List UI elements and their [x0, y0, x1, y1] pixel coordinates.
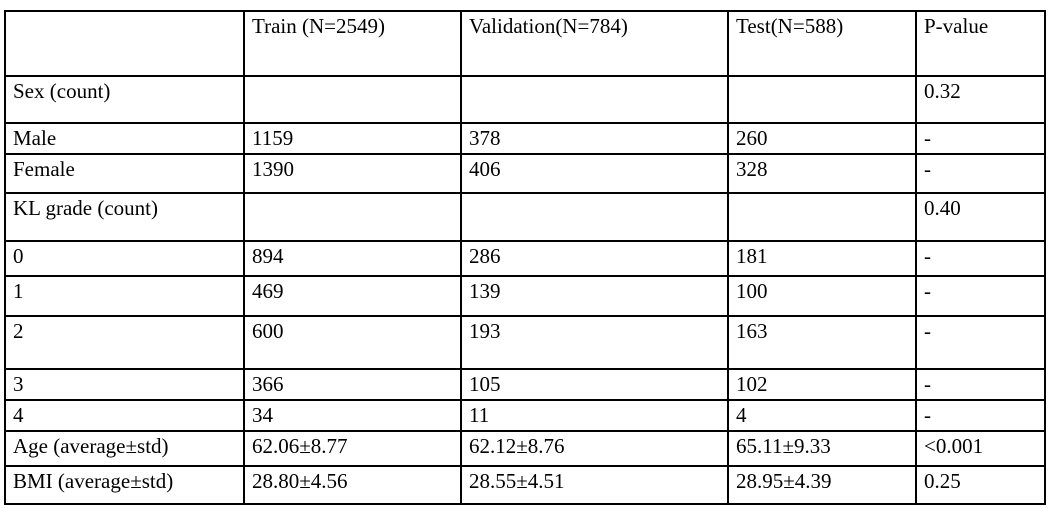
test-cell: 4: [727, 399, 917, 432]
header-test: Test(N=588): [727, 10, 917, 77]
row-kl-3: 3 366 105 102 -: [4, 368, 1046, 401]
test-cell: 100: [727, 275, 917, 317]
row-label: 0: [4, 240, 245, 277]
row-label: 3: [4, 368, 245, 401]
validation-cell: 105: [460, 368, 729, 401]
train-cell: [243, 192, 462, 242]
train-cell: 894: [243, 240, 462, 277]
test-cell: 65.11±9.33: [727, 430, 917, 467]
row-kl-2: 2 600 193 163 -: [4, 315, 1046, 370]
p-value-cell: 0.32: [915, 75, 1046, 124]
validation-cell: 62.12±8.76: [460, 430, 729, 467]
row-label: Age (average±std): [4, 430, 245, 467]
train-cell: 366: [243, 368, 462, 401]
p-value-cell: -: [915, 315, 1046, 370]
row-female: Female 1390 406 328 -: [4, 153, 1046, 194]
row-label: Female: [4, 153, 245, 194]
test-cell: 28.95±4.39: [727, 465, 917, 505]
row-male: Male 1159 378 260 -: [4, 122, 1046, 155]
row-label: Male: [4, 122, 245, 155]
train-cell: 469: [243, 275, 462, 317]
p-value-cell: -: [915, 153, 1046, 194]
test-cell: 163: [727, 315, 917, 370]
test-cell: 181: [727, 240, 917, 277]
p-value-cell: -: [915, 275, 1046, 317]
p-value-cell: 0.40: [915, 192, 1046, 242]
p-value-cell: -: [915, 368, 1046, 401]
validation-cell: 11: [460, 399, 729, 432]
header-p-value: P-value: [915, 10, 1046, 77]
row-kl-0: 0 894 286 181 -: [4, 240, 1046, 277]
row-bmi: BMI (average±std) 28.80±4.56 28.55±4.51 …: [4, 465, 1046, 505]
validation-cell: 139: [460, 275, 729, 317]
validation-cell: 193: [460, 315, 729, 370]
p-value-cell: -: [915, 399, 1046, 432]
validation-cell: 406: [460, 153, 729, 194]
row-label: 2: [4, 315, 245, 370]
train-cell: 28.80±4.56: [243, 465, 462, 505]
train-cell: 600: [243, 315, 462, 370]
validation-cell: 28.55±4.51: [460, 465, 729, 505]
p-value-cell: <0.001: [915, 430, 1046, 467]
header-row: Train (N=2549) Validation(N=784) Test(N=…: [4, 10, 1046, 77]
train-cell: 1390: [243, 153, 462, 194]
row-kl-grade: KL grade (count) 0.40: [4, 192, 1046, 242]
row-label: 4: [4, 399, 245, 432]
header-train: Train (N=2549): [243, 10, 462, 77]
row-label: KL grade (count): [4, 192, 245, 242]
train-cell: 62.06±8.77: [243, 430, 462, 467]
validation-cell: 378: [460, 122, 729, 155]
test-cell: 328: [727, 153, 917, 194]
header-validation: Validation(N=784): [460, 10, 729, 77]
train-cell: 1159: [243, 122, 462, 155]
row-kl-4: 4 34 11 4 -: [4, 399, 1046, 432]
p-value-cell: -: [915, 122, 1046, 155]
validation-cell: [460, 192, 729, 242]
row-kl-1: 1 469 139 100 -: [4, 275, 1046, 317]
validation-cell: 286: [460, 240, 729, 277]
header-blank: [4, 10, 245, 77]
p-value-cell: 0.25: [915, 465, 1046, 505]
test-cell: 102: [727, 368, 917, 401]
dataset-summary-table: Train (N=2549) Validation(N=784) Test(N=…: [4, 10, 1046, 505]
train-cell: [243, 75, 462, 124]
row-label: Sex (count): [4, 75, 245, 124]
train-cell: 34: [243, 399, 462, 432]
test-cell: [727, 192, 917, 242]
row-label: BMI (average±std): [4, 465, 245, 505]
p-value-cell: -: [915, 240, 1046, 277]
row-age: Age (average±std) 62.06±8.77 62.12±8.76 …: [4, 430, 1046, 467]
row-label: 1: [4, 275, 245, 317]
row-sex: Sex (count) 0.32: [4, 75, 1046, 124]
test-cell: 260: [727, 122, 917, 155]
validation-cell: [460, 75, 729, 124]
test-cell: [727, 75, 917, 124]
